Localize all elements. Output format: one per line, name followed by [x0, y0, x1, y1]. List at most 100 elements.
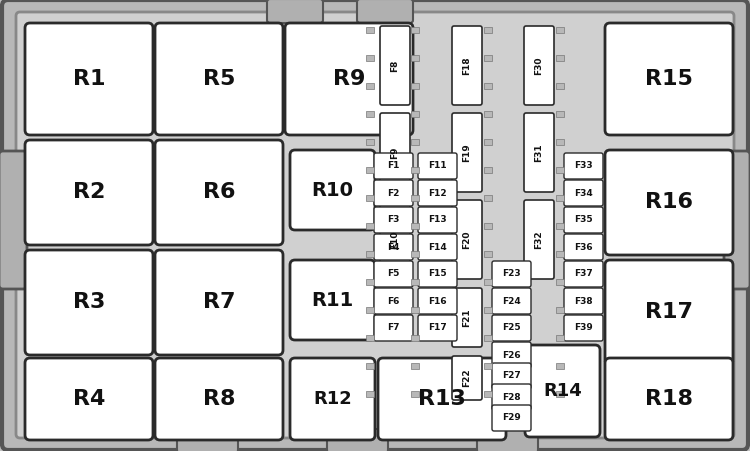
FancyBboxPatch shape	[155, 23, 283, 135]
Text: F7: F7	[387, 323, 400, 332]
Text: R7: R7	[202, 293, 236, 313]
Bar	[411, 195, 419, 201]
FancyBboxPatch shape	[290, 260, 375, 340]
Text: F1: F1	[387, 161, 400, 170]
Text: R3: R3	[73, 293, 105, 313]
Bar	[484, 83, 492, 89]
FancyBboxPatch shape	[477, 429, 538, 451]
FancyBboxPatch shape	[452, 356, 482, 400]
Bar	[366, 391, 374, 397]
Text: F27: F27	[503, 372, 520, 381]
Text: F8: F8	[391, 60, 400, 72]
Bar	[366, 55, 374, 61]
Text: F14: F14	[428, 243, 447, 252]
Bar	[484, 195, 492, 201]
Text: R12: R12	[314, 390, 352, 408]
FancyBboxPatch shape	[290, 358, 375, 440]
FancyBboxPatch shape	[564, 288, 603, 314]
FancyBboxPatch shape	[374, 153, 413, 179]
Bar	[484, 335, 492, 341]
Bar	[366, 251, 374, 257]
Text: F9: F9	[391, 146, 400, 159]
Text: R10: R10	[311, 180, 353, 199]
Text: R5: R5	[202, 69, 236, 89]
FancyBboxPatch shape	[357, 0, 413, 23]
FancyBboxPatch shape	[418, 261, 457, 287]
FancyBboxPatch shape	[452, 26, 482, 105]
Text: F31: F31	[535, 143, 544, 162]
FancyBboxPatch shape	[418, 234, 457, 260]
Text: R8: R8	[202, 389, 236, 409]
FancyBboxPatch shape	[492, 405, 531, 431]
FancyBboxPatch shape	[418, 207, 457, 233]
FancyBboxPatch shape	[155, 250, 283, 355]
Bar	[556, 139, 564, 145]
Bar	[556, 55, 564, 61]
Bar	[366, 307, 374, 313]
FancyBboxPatch shape	[374, 315, 413, 341]
Text: F3: F3	[387, 216, 400, 225]
Text: F35: F35	[574, 216, 592, 225]
FancyBboxPatch shape	[16, 12, 734, 438]
Bar	[411, 335, 419, 341]
Bar	[556, 111, 564, 117]
FancyBboxPatch shape	[564, 261, 603, 287]
FancyBboxPatch shape	[155, 140, 283, 245]
Text: F26: F26	[503, 350, 520, 359]
Bar	[484, 251, 492, 257]
Text: F20: F20	[463, 230, 472, 249]
Bar	[556, 83, 564, 89]
FancyBboxPatch shape	[524, 200, 554, 279]
Text: F4: F4	[387, 243, 400, 252]
Text: F24: F24	[503, 296, 520, 305]
Bar	[411, 279, 419, 285]
Bar	[411, 223, 419, 229]
Bar	[556, 195, 564, 201]
Bar	[411, 27, 419, 33]
FancyBboxPatch shape	[605, 260, 733, 365]
Bar	[366, 27, 374, 33]
FancyBboxPatch shape	[374, 261, 413, 287]
Bar	[556, 167, 564, 173]
Bar	[366, 223, 374, 229]
Bar	[366, 335, 374, 341]
FancyBboxPatch shape	[374, 234, 413, 260]
FancyBboxPatch shape	[492, 315, 531, 341]
FancyBboxPatch shape	[25, 140, 153, 245]
Bar	[366, 195, 374, 201]
Text: F18: F18	[463, 56, 472, 75]
Bar	[484, 139, 492, 145]
Bar	[556, 391, 564, 397]
Text: F11: F11	[428, 161, 447, 170]
Text: F15: F15	[428, 270, 447, 279]
FancyBboxPatch shape	[374, 288, 413, 314]
Text: R9: R9	[333, 69, 365, 89]
Bar	[484, 167, 492, 173]
FancyBboxPatch shape	[564, 315, 603, 341]
FancyBboxPatch shape	[380, 200, 410, 279]
FancyBboxPatch shape	[492, 363, 531, 389]
Bar	[366, 83, 374, 89]
FancyBboxPatch shape	[564, 153, 603, 179]
FancyBboxPatch shape	[155, 358, 283, 440]
FancyBboxPatch shape	[492, 261, 531, 287]
FancyBboxPatch shape	[524, 113, 554, 192]
FancyBboxPatch shape	[605, 358, 733, 440]
FancyBboxPatch shape	[492, 342, 531, 368]
FancyBboxPatch shape	[418, 288, 457, 314]
FancyBboxPatch shape	[290, 150, 375, 230]
Text: F29: F29	[503, 414, 520, 423]
Bar	[366, 139, 374, 145]
Text: F38: F38	[574, 296, 592, 305]
Bar	[556, 223, 564, 229]
FancyBboxPatch shape	[452, 113, 482, 192]
FancyBboxPatch shape	[25, 250, 153, 355]
FancyBboxPatch shape	[380, 26, 410, 105]
FancyBboxPatch shape	[327, 429, 388, 451]
Text: F22: F22	[463, 368, 472, 387]
FancyBboxPatch shape	[374, 207, 413, 233]
Bar	[484, 363, 492, 369]
Text: F28: F28	[503, 392, 520, 401]
Text: R11: R11	[311, 290, 354, 309]
Text: F32: F32	[535, 230, 544, 249]
